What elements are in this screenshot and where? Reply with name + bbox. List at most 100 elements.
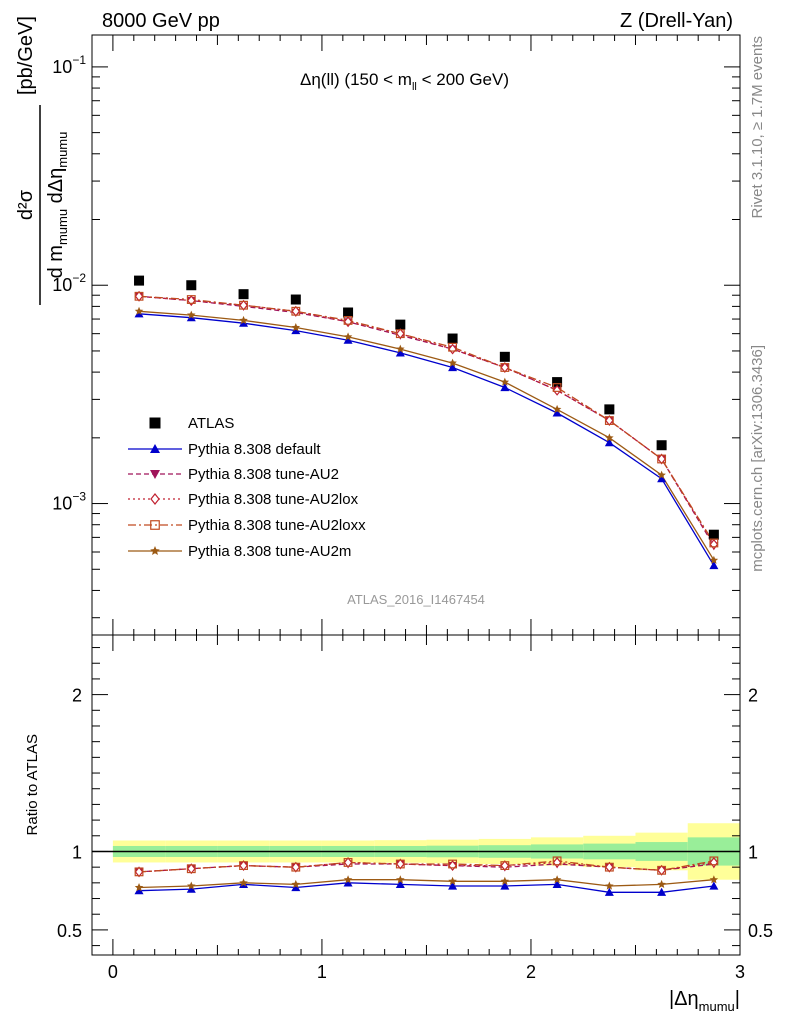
main-point-series4: [448, 342, 458, 352]
main-point-series4: [657, 454, 667, 464]
ratio-ytick-label: 0.5: [57, 921, 82, 941]
main-point-series4: [604, 416, 614, 425]
main-line-series5: [138, 310, 715, 561]
ratio-point-series1: [343, 878, 353, 887]
main-point-series0: [395, 319, 406, 330]
ratio-point-series4: [343, 858, 353, 867]
legend-marker-symbol: [150, 546, 160, 556]
ratio-point-series5: [291, 879, 301, 889]
ratio-point-series3: [134, 866, 144, 878]
main-point-series4: [500, 363, 510, 372]
ratio-point-series4: [500, 861, 510, 871]
ratio-point-series1: [500, 881, 510, 890]
ratio-point-series1: [291, 883, 301, 892]
main-point-series3: [604, 415, 614, 427]
main-point-series3: [500, 362, 510, 373]
legend-item-atlas: ATLAS: [149, 415, 234, 432]
ratio-point-series4: [604, 862, 614, 872]
main-point-series5: [605, 433, 614, 442]
legend-item-au2: Pythia 8.308 tune-AU2: [128, 466, 339, 483]
ratio-point-series5: [500, 876, 510, 885]
main-point-series4: [709, 538, 719, 548]
ratio-point-series4: [239, 861, 248, 871]
ratio-point-series5: [187, 881, 196, 890]
main-point-series5: [657, 470, 666, 479]
main-point-series1: [448, 362, 458, 372]
main-point-series0: [290, 294, 301, 305]
header-right: Z (Drell-Yan): [620, 10, 733, 32]
ylabel-unit: [pb/GeV]: [15, 16, 37, 95]
main-point-series3: [134, 290, 144, 302]
ratio-line-series1: [138, 882, 714, 893]
legend-label-atlas: ATLAS: [188, 415, 234, 432]
ratio-point-series3: [291, 861, 301, 873]
ratio-ytick-label-right: 1: [748, 842, 758, 862]
main-ytick-label: 10−2: [52, 271, 86, 295]
main-point-series1: [500, 383, 510, 392]
main-point-series4: [134, 291, 144, 301]
ratio-point-series1: [186, 884, 196, 893]
ratio-ylabel: Ratio to ATLAS: [24, 734, 41, 835]
ratio-point-series5: [709, 875, 719, 884]
ratio-line-series3: [138, 861, 714, 873]
main-point-series4: [186, 295, 196, 304]
ratio-point-series4: [657, 865, 667, 875]
main-point-series0: [134, 275, 145, 286]
ylabel-denominator: d mmumu dΔηmumu: [45, 132, 70, 279]
ratio-xlabel: |Δηmumu|: [669, 988, 740, 1014]
header-left: 8000 GeV pp: [102, 10, 220, 32]
main-point-series1: [657, 474, 667, 483]
main-point-series0: [238, 289, 249, 300]
ratio-point-series3: [343, 856, 353, 868]
main-point-series1: [186, 313, 196, 322]
ratio-ticks: 0.5 0.5 1 1 2 2 0 1 2 3: [57, 635, 773, 982]
main-ytick-label: 10−1: [52, 53, 86, 77]
main-ytick-label: 10−3: [52, 490, 86, 514]
legend-marker-symbol: [150, 493, 160, 505]
main-point-series0: [186, 280, 197, 291]
ratio-xtick-label: 2: [526, 962, 536, 982]
main-point-series5: [291, 323, 301, 332]
main-panel: 10−1 10−2 10−3 Δη(ll) (150 < mll < 200 GeV…: [15, 16, 741, 636]
main-point-series1: [343, 335, 353, 344]
ratio-line-series5: [138, 879, 714, 889]
ratio-series-layer: [134, 856, 719, 896]
ratio-point-series5: [343, 875, 353, 884]
ratio-point-series4: [395, 859, 405, 869]
main-point-series5: [552, 404, 562, 414]
ylabel-numerator: d²σ: [15, 189, 37, 220]
main-point-series5: [239, 315, 248, 325]
main-point-series4: [291, 306, 301, 316]
ratio-point-series3: [604, 861, 614, 873]
ratio-point-series4: [552, 856, 562, 866]
legend-marker-au2: [128, 470, 182, 479]
main-point-series4: [552, 383, 562, 392]
legend-label-au2m: Pythia 8.308 tune-AU2m: [188, 543, 351, 560]
ratio-ytick-label-right: 2: [748, 686, 758, 706]
ratio-ytick-label-right: 0.5: [748, 921, 773, 941]
legend: ATLAS Pythia 8.308 default Pythia 8.308 …: [128, 415, 366, 560]
ratio-xtick-label: 3: [735, 962, 745, 982]
legend-item-default: Pythia 8.308 default: [128, 441, 321, 458]
main-line-series1: [138, 313, 715, 566]
ratio-point-series4: [186, 864, 196, 874]
main-series-layer: [134, 275, 719, 570]
ratio-point-series5: [552, 875, 562, 884]
ratio-point-series5: [605, 881, 614, 890]
ratio-point-series1: [134, 886, 144, 895]
ratio-xtick-label: 1: [317, 962, 327, 982]
legend-item-au2m: Pythia 8.308 tune-AU2m: [128, 543, 351, 560]
main-point-series1: [709, 561, 719, 570]
legend-marker-symbol: [150, 444, 160, 453]
legend-marker-au2m: [128, 546, 182, 556]
rivet-label: Rivet 3.1.10, ≥ 1.7M events: [749, 36, 766, 219]
main-point-series5: [709, 555, 719, 564]
main-point-series5: [343, 332, 353, 341]
main-point-series4: [395, 329, 405, 339]
main-point-series3: [291, 305, 301, 317]
ratio-point-series5: [134, 883, 144, 892]
main-point-series3: [239, 299, 248, 311]
main-point-series3: [657, 453, 666, 465]
main-point-series5: [448, 358, 457, 367]
